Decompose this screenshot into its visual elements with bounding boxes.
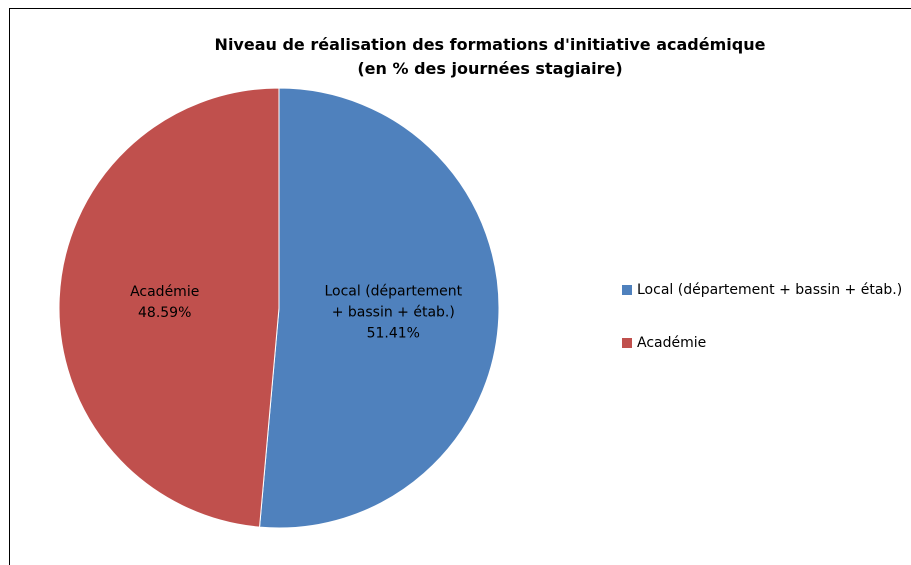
legend-item: Local (département + bassin + étab.) [622,280,911,301]
legend-swatch [622,285,632,295]
chart-title: Niveau de réalisation des formations d'i… [214,35,766,78]
slice-label: Local (département + bassin + étab.) 51.4… [318,282,468,345]
legend-item: Académie [622,333,911,354]
slice-value-label: 48.59% [138,304,192,321]
legend-swatch [622,338,632,348]
slice-value-label: 51.41% [366,325,420,342]
legend: Local (département + bassin + étab.) Acad… [622,280,911,386]
slice-category: Local (département + bassin + étab.) [324,283,463,321]
slice-label: Académie 48.59% [90,282,240,324]
legend-label: Académie [637,335,707,351]
pie-slice [58,87,280,528]
pie-slice [258,87,500,529]
slice-category: Académie [130,283,200,300]
legend-label: Local (département + bassin + étab.) [637,282,903,298]
